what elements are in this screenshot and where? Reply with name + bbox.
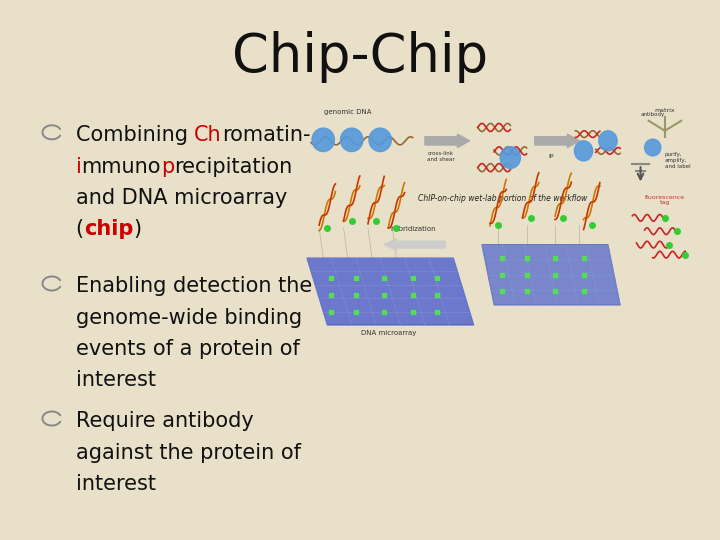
Text: p: p — [161, 157, 174, 177]
Text: chip: chip — [84, 219, 133, 239]
Polygon shape — [307, 258, 474, 325]
Text: fluorescence
tag: fluorescence tag — [645, 194, 685, 205]
Text: genomic DNA: genomic DNA — [324, 109, 372, 115]
Text: genome-wide binding: genome-wide binding — [76, 308, 302, 328]
Ellipse shape — [312, 128, 334, 152]
Text: matrix: matrix — [654, 109, 675, 113]
Text: Enabling detection the: Enabling detection the — [76, 276, 312, 296]
Text: DNA microarray: DNA microarray — [361, 330, 416, 336]
Ellipse shape — [341, 128, 363, 152]
Text: Chip-Chip: Chip-Chip — [232, 31, 488, 83]
Text: Ch: Ch — [194, 125, 222, 145]
Text: romatin-: romatin- — [222, 125, 310, 145]
Text: antibody: antibody — [641, 112, 665, 117]
Text: (: ( — [76, 219, 84, 239]
Text: hybridization: hybridization — [390, 226, 436, 232]
Text: interest: interest — [76, 474, 156, 494]
Ellipse shape — [575, 141, 593, 161]
Text: i: i — [76, 157, 81, 177]
Text: recipitation: recipitation — [174, 157, 292, 177]
Text: purify,
amplify,
and label: purify, amplify, and label — [665, 152, 690, 168]
Text: against the protein of: against the protein of — [76, 443, 301, 463]
FancyArrow shape — [425, 134, 469, 147]
Text: and DNA microarray: and DNA microarray — [76, 188, 287, 208]
Text: ): ) — [133, 219, 141, 239]
Ellipse shape — [369, 128, 392, 152]
Text: ChIP-on-chip wet-lab portion of the workflow: ChIP-on-chip wet-lab portion of the work… — [418, 194, 587, 203]
FancyArrow shape — [535, 134, 580, 147]
Text: Combining: Combining — [76, 125, 194, 145]
Polygon shape — [482, 245, 620, 305]
Text: events of a protein of: events of a protein of — [76, 339, 300, 359]
Text: interest: interest — [76, 370, 156, 390]
Ellipse shape — [644, 139, 661, 156]
Ellipse shape — [599, 131, 617, 151]
Text: IP: IP — [548, 153, 554, 159]
Ellipse shape — [500, 147, 521, 168]
Text: cross-link
and shear: cross-link and shear — [427, 151, 455, 162]
Text: mmuno: mmuno — [81, 157, 161, 177]
FancyArrow shape — [384, 239, 445, 251]
Text: Require antibody: Require antibody — [76, 411, 253, 431]
